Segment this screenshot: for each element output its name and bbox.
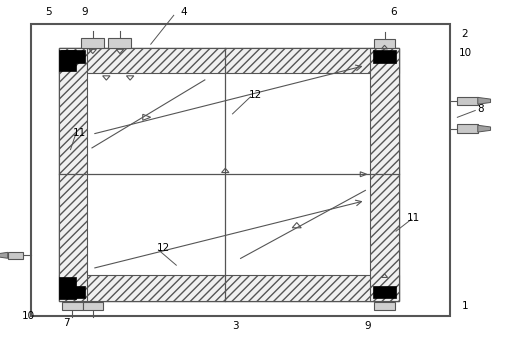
- Bar: [374, 39, 395, 48]
- Polygon shape: [0, 252, 8, 258]
- Bar: [59, 277, 76, 299]
- Text: 9: 9: [365, 321, 371, 332]
- Bar: [8, 252, 23, 259]
- Polygon shape: [478, 125, 491, 132]
- Text: 3: 3: [232, 321, 238, 332]
- Bar: [374, 302, 395, 310]
- Bar: [81, 38, 104, 48]
- Bar: [373, 286, 397, 299]
- Bar: [457, 124, 478, 133]
- Text: 10: 10: [458, 48, 472, 58]
- Text: 9: 9: [81, 7, 87, 17]
- Bar: [457, 97, 478, 105]
- Text: 11: 11: [407, 212, 421, 223]
- Text: 11: 11: [73, 128, 86, 138]
- Bar: [370, 48, 399, 301]
- Bar: [108, 38, 131, 48]
- Text: 4: 4: [181, 7, 187, 17]
- Text: 1: 1: [462, 301, 468, 311]
- Bar: [59, 48, 399, 73]
- Text: 12: 12: [249, 90, 262, 100]
- Polygon shape: [478, 97, 491, 104]
- Bar: [61, 286, 85, 299]
- Bar: [59, 48, 399, 301]
- Text: 10: 10: [21, 311, 35, 321]
- Text: 5: 5: [45, 7, 52, 17]
- Bar: [59, 275, 399, 301]
- Bar: [61, 50, 85, 63]
- Text: 8: 8: [477, 104, 483, 114]
- Bar: [59, 50, 76, 71]
- Text: 6: 6: [390, 7, 397, 17]
- Bar: [59, 48, 87, 301]
- Text: 7: 7: [63, 318, 69, 328]
- Text: 2: 2: [462, 29, 468, 39]
- Bar: [62, 302, 83, 310]
- Bar: [83, 302, 103, 310]
- Bar: [31, 24, 450, 316]
- Text: 12: 12: [157, 243, 170, 253]
- Bar: [373, 50, 397, 63]
